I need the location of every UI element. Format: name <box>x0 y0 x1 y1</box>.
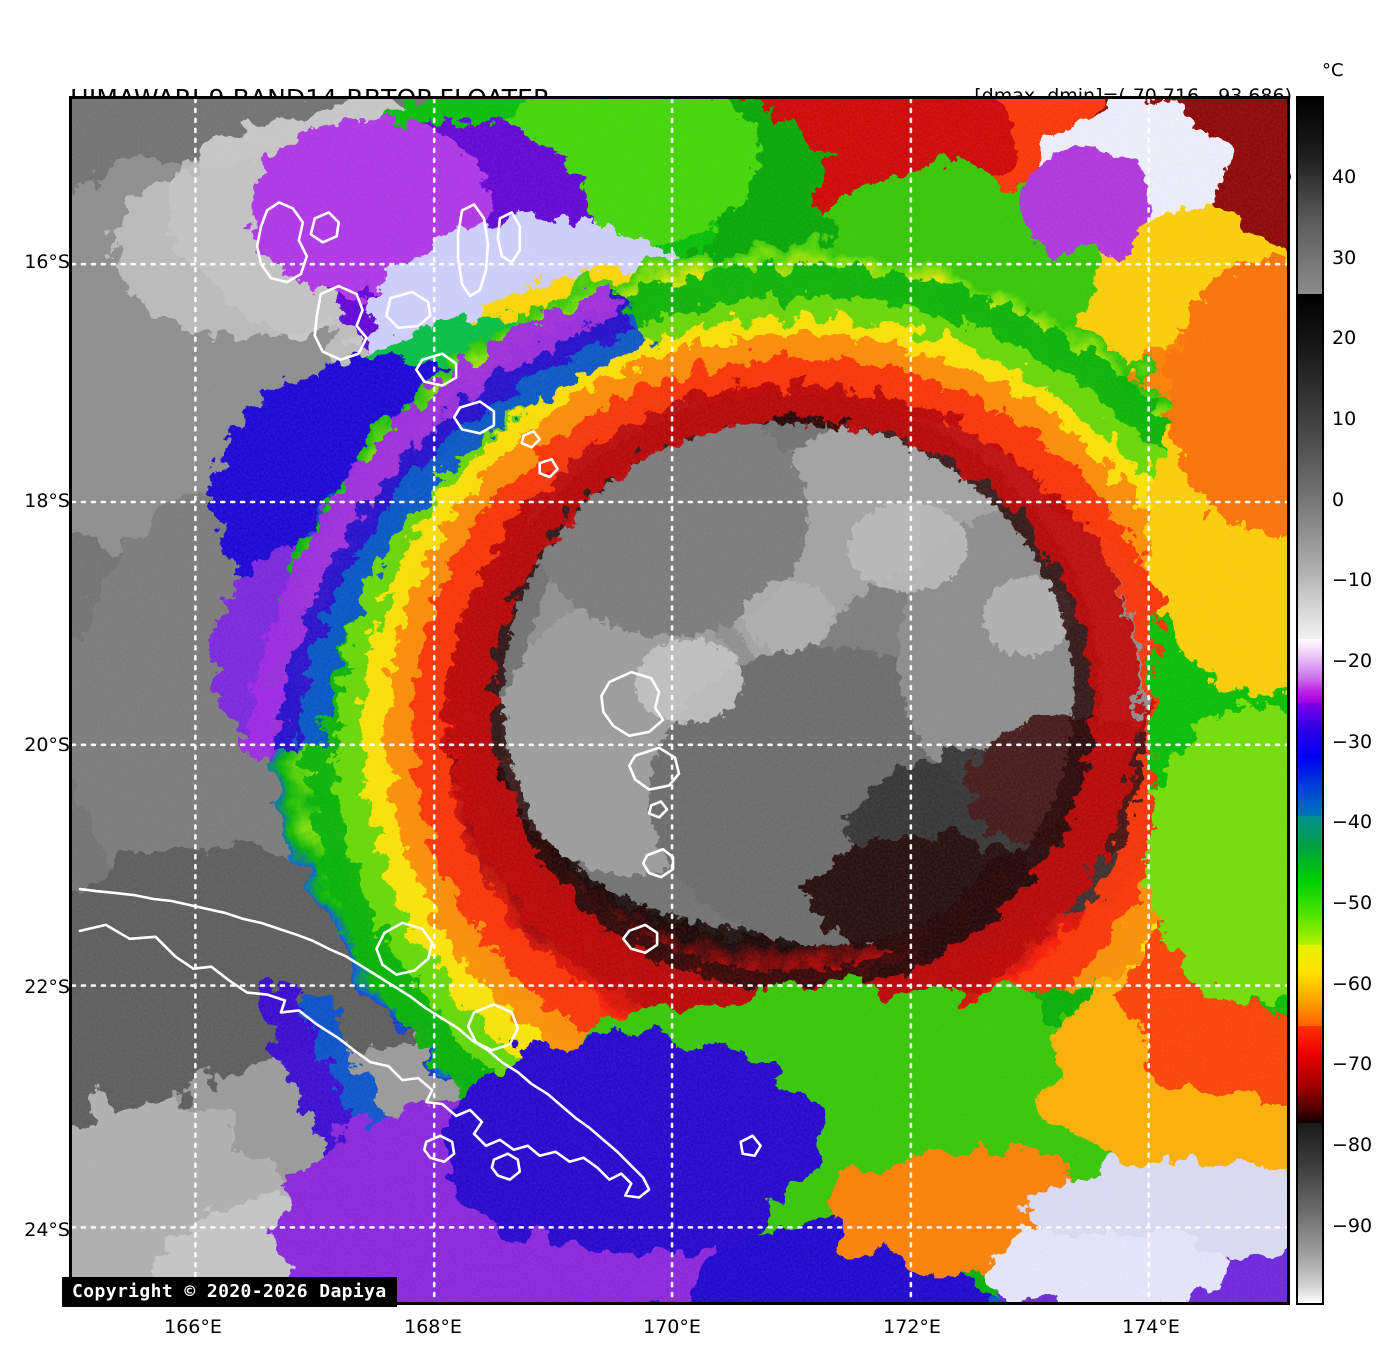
colorbar-tick-4: 0 <box>1332 489 1345 511</box>
colorbar-tick-13: −90 <box>1332 1215 1373 1237</box>
xtick-label-4: 174°E <box>1122 1316 1180 1338</box>
colorbar-tick-3: 10 <box>1332 408 1357 430</box>
copyright-watermark: Copyright © 2020-2026 Dapiya <box>62 1277 397 1307</box>
colorbar-tick-12: −80 <box>1332 1134 1373 1156</box>
colorbar-unit-label: °C <box>1322 60 1344 81</box>
colorbar-tick-1: 30 <box>1332 247 1357 269</box>
ytick-label-4: 24°S <box>24 1219 70 1241</box>
satellite-image-plot <box>69 96 1290 1305</box>
colorbar-tick-5: −10 <box>1332 569 1373 591</box>
colorbar-tick-6: −20 <box>1332 650 1373 672</box>
colorbar-tick-9: −50 <box>1332 892 1373 914</box>
ytick-label-1: 18°S <box>24 490 70 512</box>
colorbar-tick-11: −70 <box>1332 1053 1373 1075</box>
ytick-label-0: 16°S <box>24 251 70 273</box>
colorbar-tick-8: −40 <box>1332 811 1373 833</box>
coastlines <box>78 201 762 1199</box>
graticule <box>72 99 1287 1302</box>
colorbar-tick-10: −60 <box>1332 973 1373 995</box>
xtick-label-3: 172°E <box>883 1316 941 1338</box>
colorbar-tick-7: −30 <box>1332 731 1373 753</box>
xtick-label-2: 170°E <box>643 1316 701 1338</box>
xtick-label-1: 168°E <box>404 1316 462 1338</box>
ytick-label-3: 22°S <box>24 976 70 998</box>
colorbar-tick-2: 20 <box>1332 327 1357 349</box>
colorbar-tick-0: 40 <box>1332 166 1357 188</box>
ytick-label-2: 20°S <box>24 734 70 756</box>
xtick-label-0: 166°E <box>164 1316 222 1338</box>
colorbar <box>1296 96 1324 1305</box>
